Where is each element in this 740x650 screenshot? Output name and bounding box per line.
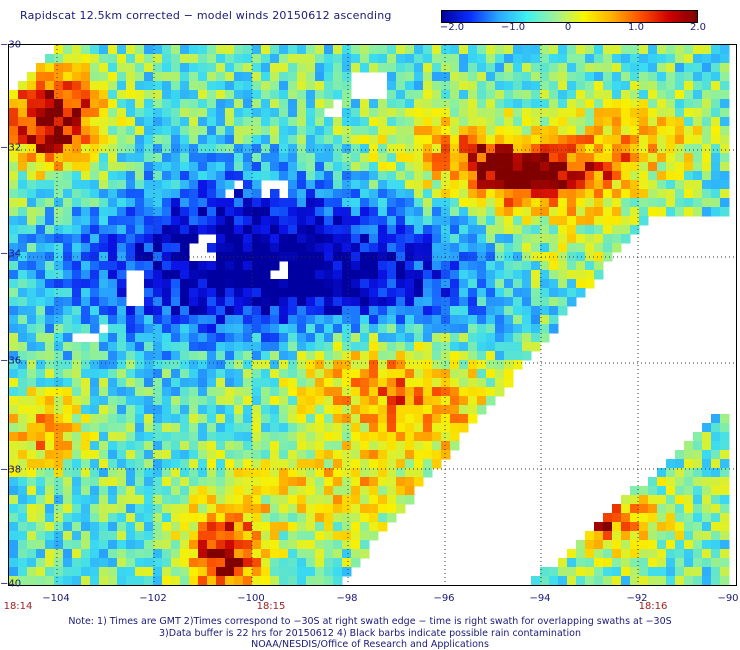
- lat-label: −30: [0, 39, 22, 51]
- map-plot-area: [8, 44, 737, 586]
- lat-label: −40: [0, 578, 22, 590]
- footnote-line-2: 3)Data buffer is 22 hrs for 20150612 4) …: [159, 628, 581, 639]
- lon-label: −100: [237, 593, 265, 604]
- swath-time: 18:15: [256, 601, 286, 612]
- lon-label: −90: [717, 593, 739, 604]
- swath-time: 18:14: [3, 601, 33, 612]
- lon-label: −102: [139, 593, 167, 604]
- colorbar-label: −2.0: [439, 22, 465, 33]
- colorbar-label: 1.0: [628, 22, 644, 33]
- colorbar: [441, 10, 698, 23]
- colorbar-label: 2.0: [690, 22, 706, 33]
- lon-label: −98: [336, 593, 358, 604]
- lat-label: −38: [0, 464, 22, 476]
- swath-time: 18:16: [638, 601, 668, 612]
- footnote-line-3: NOAA/NESDIS/Office of Research and Appli…: [251, 639, 489, 650]
- map-title: Rapidscat 12.5km corrected − model winds…: [20, 9, 392, 22]
- lon-label: −92: [626, 593, 648, 604]
- lat-label: −32: [0, 142, 22, 154]
- lat-label: −36: [0, 355, 22, 367]
- lon-label: −96: [433, 593, 455, 604]
- footnote-line-1: Note: 1) Times are GMT 2)Times correspon…: [68, 616, 672, 627]
- lat-label: −34: [0, 248, 22, 260]
- wind-difference-field: [9, 45, 736, 585]
- colorbar-label: −1.0: [500, 22, 526, 33]
- colorbar-label: 0: [564, 22, 572, 33]
- lon-label: −94: [529, 593, 551, 604]
- lon-label: −104: [42, 593, 70, 604]
